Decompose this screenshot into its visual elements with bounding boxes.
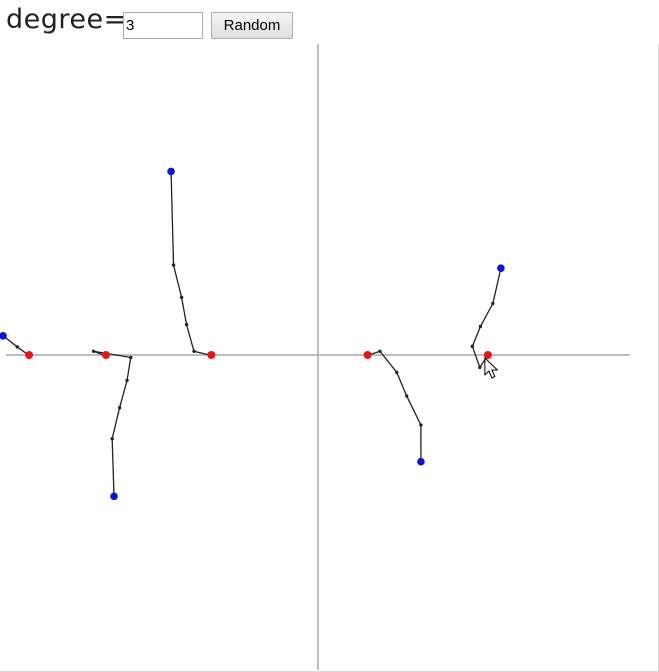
path-step [125, 378, 129, 383]
path-step [395, 370, 399, 375]
start-point [167, 167, 175, 176]
root-path [170, 171, 210, 356]
path-step [129, 355, 133, 360]
root-point [207, 351, 216, 359]
path-step [478, 324, 483, 329]
start-point [110, 492, 118, 501]
path-step [110, 437, 114, 441]
root-path [368, 350, 422, 462]
path-step [378, 349, 382, 353]
path-step [171, 263, 176, 267]
plot-area[interactable] [0, 44, 659, 672]
root-path [2, 335, 29, 356]
root-path [93, 350, 132, 497]
degree-input[interactable] [123, 12, 203, 39]
cursor-arrow [484, 357, 498, 379]
axes [6, 44, 630, 670]
start-point [417, 457, 425, 466]
start-point [497, 264, 505, 272]
path-step [179, 295, 184, 300]
path-step [419, 423, 423, 427]
path-step [117, 406, 122, 410]
root-point [25, 351, 34, 359]
path-step [15, 345, 19, 349]
plot-canvas[interactable] [0, 44, 659, 672]
path-step [470, 344, 475, 349]
roots [25, 351, 492, 359]
path-step [192, 349, 196, 353]
path-step [91, 349, 96, 353]
path-step [404, 394, 409, 398]
path-step [478, 365, 482, 370]
path-step [184, 322, 189, 327]
root-paths [0, 167, 505, 501]
degree-label: degree= [6, 4, 127, 35]
mouse-cursor-icon [484, 357, 498, 379]
root-point [483, 351, 492, 359]
root-point [101, 351, 110, 359]
start-point [0, 331, 7, 340]
root-point [363, 351, 372, 359]
path-step [491, 301, 495, 306]
random-button[interactable]: Random [211, 12, 293, 39]
toolbar: degree= Random [0, 0, 659, 44]
root-path [471, 268, 502, 369]
